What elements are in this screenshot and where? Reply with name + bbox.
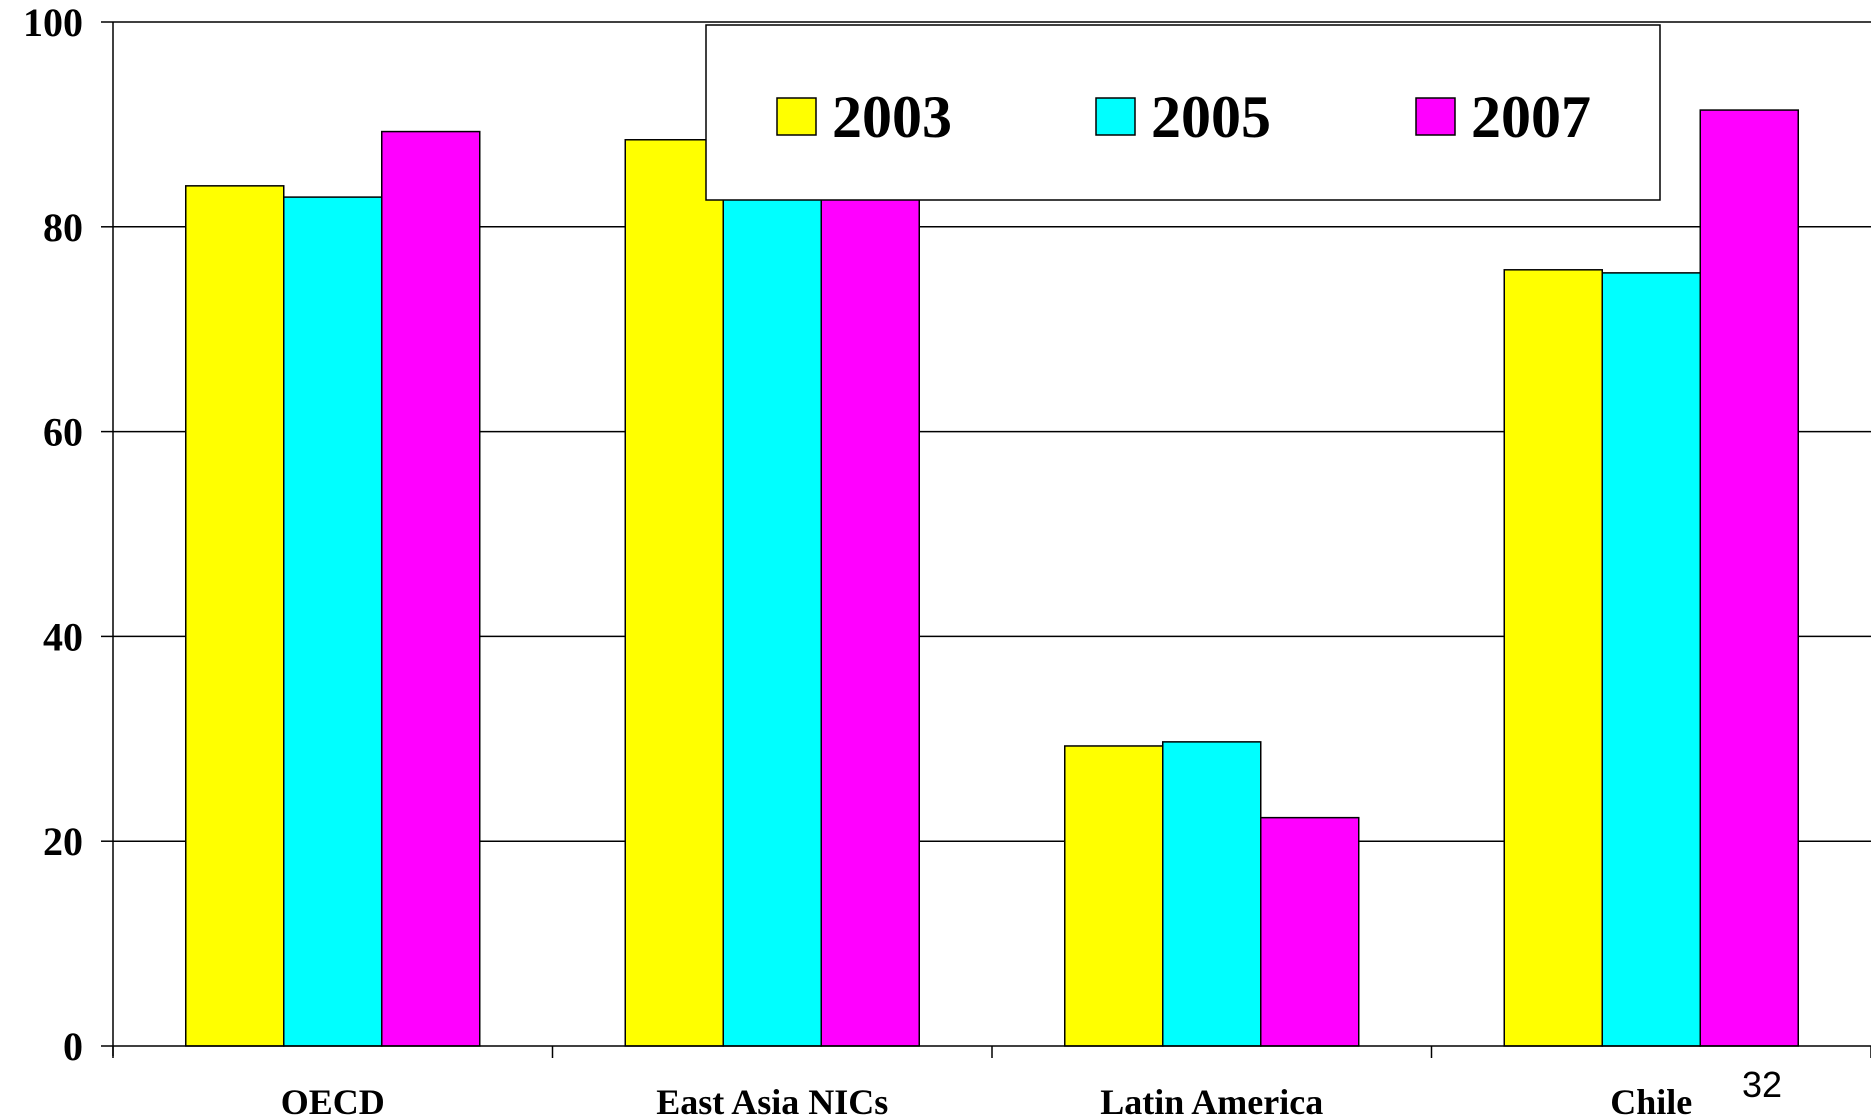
y-tick-labels: 0 20 40 60 80 100 xyxy=(23,0,83,1069)
bar-latin-america-2005 xyxy=(1162,741,1262,1047)
y-tick-label: 60 xyxy=(43,410,83,455)
legend-label-2005: 2005 xyxy=(1151,84,1271,150)
x-category-labels: OECD East Asia NICs Latin America Chile xyxy=(281,1082,1693,1119)
x-category-label: Latin America xyxy=(1100,1082,1323,1119)
bar-oecd-2005 xyxy=(283,196,383,1047)
bar-oecd-2003 xyxy=(185,185,285,1047)
legend-swatch-2005 xyxy=(1095,97,1136,136)
bar-east-asia-nics-2007 xyxy=(820,133,920,1047)
y-tick-label: 40 xyxy=(43,614,83,659)
legend-swatch-2007 xyxy=(1415,97,1456,136)
x-category-label: East Asia NICs xyxy=(656,1082,888,1119)
bar-latin-america-2007 xyxy=(1260,816,1360,1047)
bar-east-asia-nics-2005 xyxy=(722,144,822,1047)
x-category-label: OECD xyxy=(281,1082,385,1119)
bar-chile-2007 xyxy=(1699,109,1799,1047)
bar-oecd-2007 xyxy=(381,130,481,1047)
y-tick-label: 0 xyxy=(63,1024,83,1069)
legend-swatch-2003 xyxy=(776,97,817,136)
y-tick-label: 20 xyxy=(43,819,83,864)
legend-label-2003: 2003 xyxy=(832,84,952,150)
axes xyxy=(101,21,1871,1058)
bar-chile-2005 xyxy=(1601,272,1701,1047)
y-tick-label: 80 xyxy=(43,205,83,250)
bar-latin-america-2003 xyxy=(1064,745,1164,1047)
y-tick-label: 100 xyxy=(23,0,83,45)
bar-east-asia-nics-2003 xyxy=(624,139,724,1047)
x-category-label: Chile xyxy=(1610,1082,1692,1119)
page-number: 32 xyxy=(1742,1064,1782,1105)
legend-label-2007: 2007 xyxy=(1471,84,1591,150)
bar-chile-2003 xyxy=(1503,269,1603,1047)
legend-box xyxy=(705,24,1661,201)
legend: 2003 2005 2007 xyxy=(705,24,1661,201)
bars xyxy=(185,109,1799,1047)
